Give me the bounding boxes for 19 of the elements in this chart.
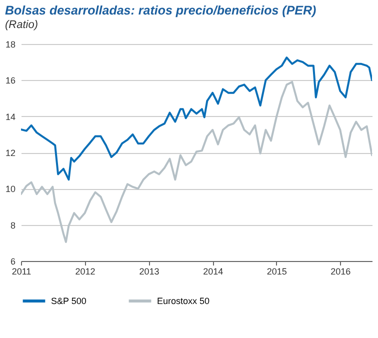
x-tick-label: 2015 bbox=[266, 266, 287, 276]
y-tick-label: 12 bbox=[5, 148, 16, 158]
y-tick-label: 10 bbox=[5, 184, 16, 194]
line-series bbox=[21, 56, 372, 181]
y-tick-label: 18 bbox=[5, 40, 16, 50]
legend-label: S&P 500 bbox=[51, 296, 86, 306]
x-tick-label: 2014 bbox=[203, 266, 224, 276]
chart-title: Bolsas desarrolladas: ratios precio/beneficios (PER) bbox=[4, 4, 316, 18]
legend-label: Eurostoxx 50 bbox=[157, 296, 210, 306]
y-tick-label: 8 bbox=[10, 220, 16, 230]
x-tick-label: 2012 bbox=[75, 266, 96, 276]
y-tick-label: 6 bbox=[10, 256, 16, 266]
y-tick-label: 14 bbox=[5, 112, 16, 122]
x-tick-label: 2013 bbox=[139, 266, 160, 276]
y-tick-label: 16 bbox=[5, 76, 16, 86]
line-series bbox=[21, 80, 372, 244]
x-tick-label: 2016 bbox=[330, 266, 351, 276]
x-tick-label: 2011 bbox=[12, 266, 32, 276]
chart-subtitle: (Ratio) bbox=[4, 19, 38, 31]
